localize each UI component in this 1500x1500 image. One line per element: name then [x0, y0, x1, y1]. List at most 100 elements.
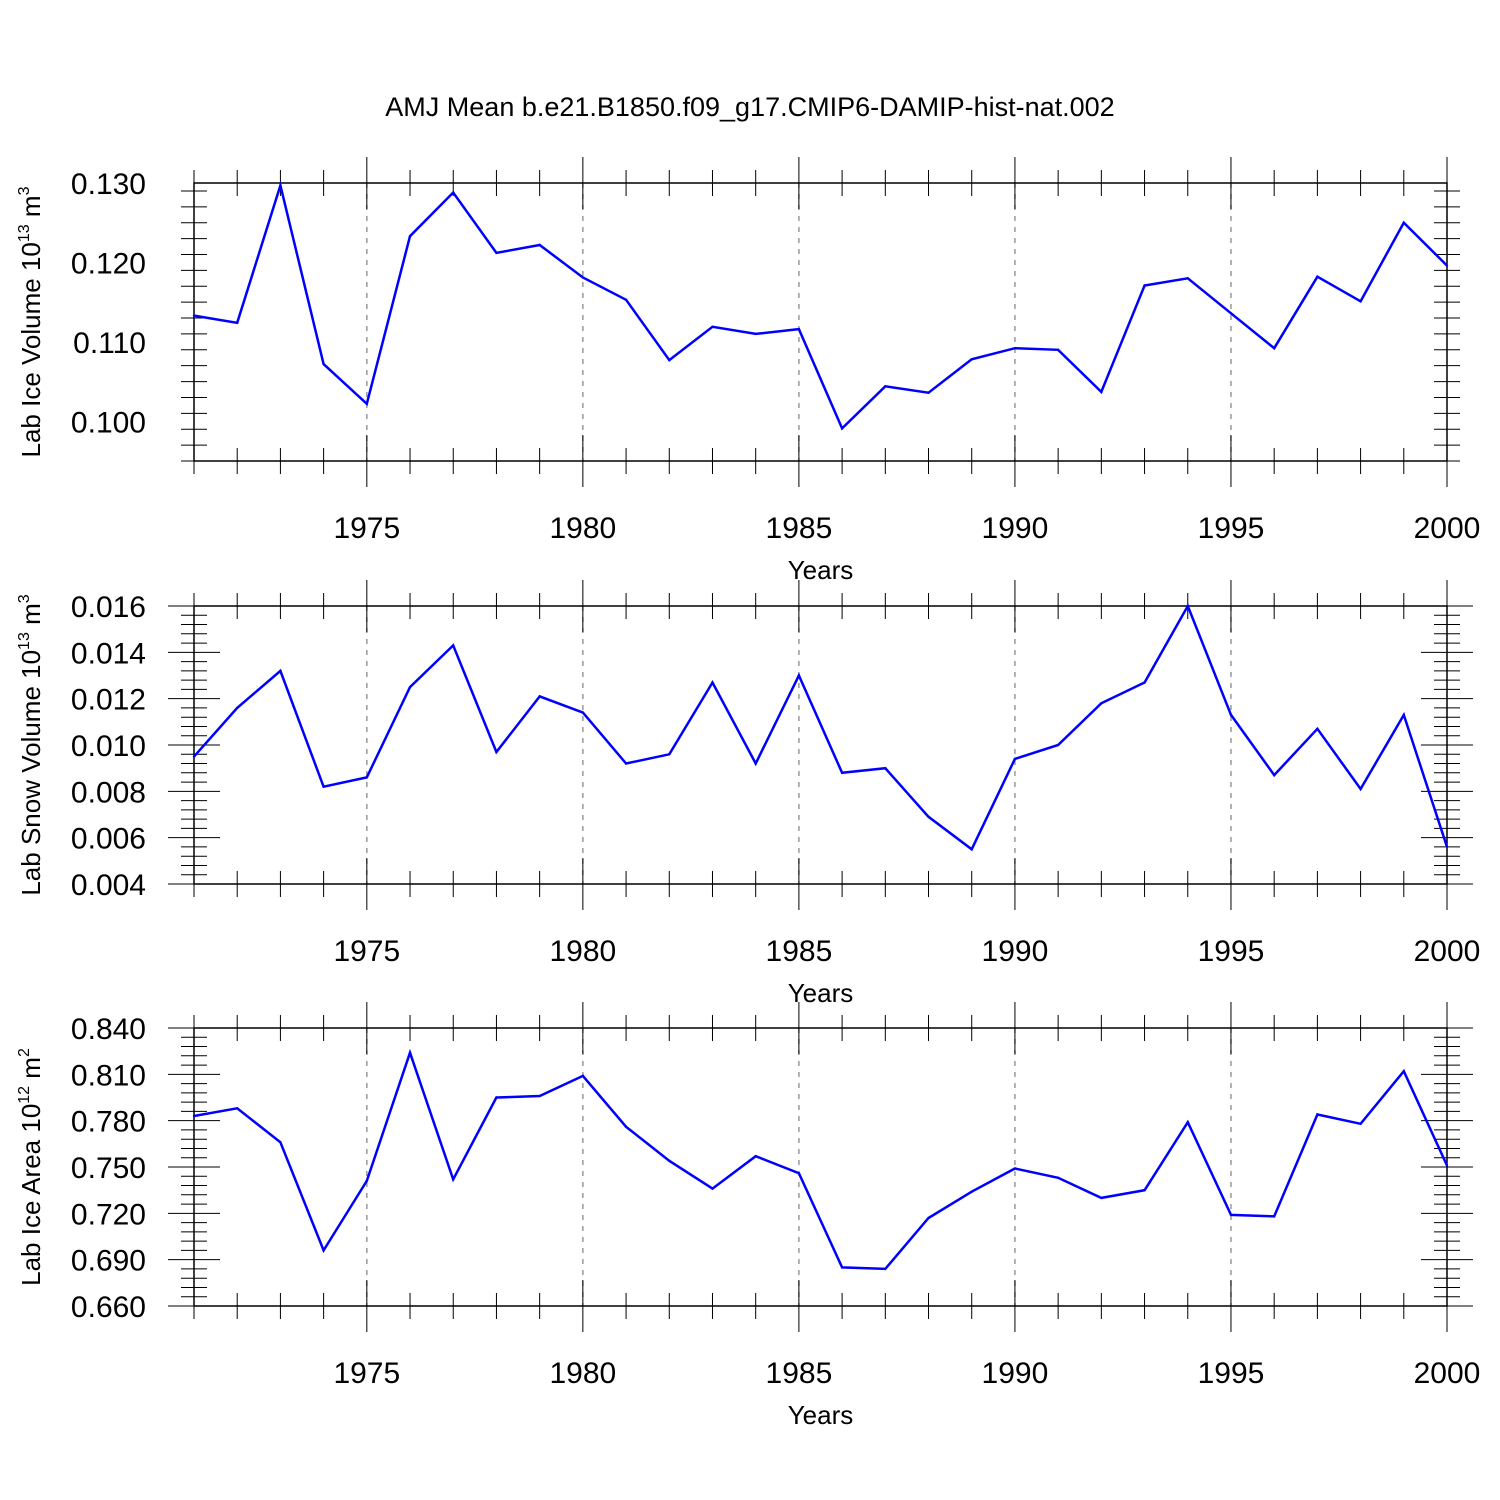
data-point — [1013, 347, 1017, 350]
y-tick-label: 0.120 — [71, 247, 146, 280]
data-point — [495, 1096, 498, 1099]
data-point — [1056, 348, 1060, 351]
y-axis-label-unit-exponent: 3 — [16, 594, 33, 603]
data-point — [408, 235, 412, 238]
y-tick-label: 0.750 — [71, 1152, 146, 1185]
y-tick-label: 0.008 — [71, 776, 146, 809]
data-point — [840, 427, 844, 430]
data-point — [1013, 757, 1017, 761]
data-point — [1229, 312, 1233, 315]
panel-lab-ice-area: 0.660 0.690 0.720 0.750 0.780 0.810 0.840 1975 1… — [16, 1002, 1480, 1430]
x-tick-label: 1975 — [333, 512, 400, 545]
data-point — [624, 298, 628, 301]
plot-frame — [193, 1027, 1448, 1307]
x-axis-label: Years — [788, 555, 854, 585]
data-point — [754, 1154, 757, 1158]
y-tick-label: 0.004 — [71, 869, 146, 902]
data-point — [1186, 604, 1189, 608]
x-tick-label: 1980 — [549, 1357, 616, 1390]
data-point — [1186, 277, 1189, 280]
y-axis-label-unit: m — [16, 1057, 46, 1086]
y-tick-label: 0.110 — [73, 327, 146, 360]
y-tick-label: 0.130 — [71, 168, 146, 201]
x-tick-label: 1980 — [549, 512, 616, 545]
x-tick-label: 1995 — [1198, 935, 1265, 968]
y-tick-label: 0.100 — [71, 406, 146, 439]
data-point — [581, 1074, 585, 1078]
y-axis-label-exponent: 13 — [16, 632, 33, 650]
data-point — [1229, 1213, 1233, 1217]
series-line — [193, 1048, 1449, 1271]
y-axis-label-unit: m — [16, 195, 46, 224]
x-tick-label: 1990 — [982, 935, 1049, 968]
plot-frame — [193, 605, 1448, 885]
data-point — [754, 762, 757, 765]
y-axis-label: Lab Ice Area 1012 m2 — [16, 1048, 46, 1286]
data-point — [1056, 743, 1060, 747]
data-point — [408, 1051, 412, 1054]
x-tick-label: 2000 — [1414, 1357, 1481, 1390]
series-line — [193, 603, 1449, 852]
data-point — [711, 325, 714, 328]
y-tick-label: 0.810 — [71, 1059, 146, 1092]
data-point — [1359, 300, 1362, 303]
data-point — [452, 1178, 455, 1181]
data-point — [797, 1171, 801, 1175]
data-point — [884, 1267, 887, 1271]
data-point — [884, 385, 887, 388]
x-tick-label: 1985 — [766, 935, 833, 968]
data-point — [279, 669, 282, 673]
data-point — [884, 766, 887, 770]
data-point — [365, 402, 369, 406]
y-axis-label-exponent: 12 — [16, 1086, 33, 1104]
data-point — [452, 644, 455, 647]
data-point — [797, 327, 801, 331]
y-tick-label: 0.660 — [71, 1291, 146, 1324]
data-point — [1445, 1164, 1449, 1167]
data-point — [538, 243, 541, 247]
x-axis-label: Years — [788, 978, 854, 1008]
data-point — [1100, 702, 1103, 705]
data-point — [668, 1159, 671, 1163]
data-point — [711, 1187, 714, 1190]
data-point — [927, 1216, 930, 1220]
plot-frame — [193, 182, 1448, 462]
y-axis-label-unit-exponent: 2 — [16, 1048, 33, 1057]
data-point — [192, 1114, 196, 1118]
data-point — [711, 681, 714, 684]
data-point — [624, 1125, 628, 1129]
data-point — [408, 685, 412, 689]
data-point — [1359, 787, 1362, 791]
data-point — [1359, 1122, 1362, 1125]
y-axis-label-unit-exponent: 3 — [16, 186, 33, 195]
y-tick-label: 0.014 — [71, 637, 146, 670]
data-point — [840, 1266, 844, 1269]
data-point — [1316, 275, 1319, 278]
data-point — [322, 1249, 325, 1252]
data-point — [668, 358, 671, 362]
y-axis-label-exponent: 13 — [16, 224, 33, 242]
data-point — [1402, 1070, 1405, 1073]
y-axis-label-text: Lab Snow Volume 10 — [16, 650, 46, 896]
x-tick-label: 1995 — [1198, 512, 1265, 545]
series-line — [193, 180, 1448, 431]
data-point — [192, 314, 196, 317]
data-point — [1143, 284, 1146, 287]
data-point — [1100, 1196, 1103, 1200]
y-tick-label: 0.840 — [71, 1013, 146, 1046]
x-axis-label: Years — [788, 1400, 854, 1430]
data-point — [581, 711, 585, 714]
figure-title: AMJ Mean b.e21.B1850.f09_g17.CMIP6-DAMIP… — [385, 92, 1115, 122]
data-point — [452, 191, 455, 194]
data-point — [538, 1094, 541, 1098]
data-point — [365, 1179, 369, 1183]
data-point — [1272, 347, 1276, 350]
y-tick-label: 0.016 — [71, 591, 146, 624]
y-axis-label: Lab Snow Volume 1013 m3 — [16, 594, 46, 895]
data-point — [927, 815, 930, 819]
data-point — [279, 1141, 282, 1144]
data-point — [797, 674, 801, 677]
data-point — [236, 1107, 239, 1110]
data-point — [1402, 713, 1405, 717]
